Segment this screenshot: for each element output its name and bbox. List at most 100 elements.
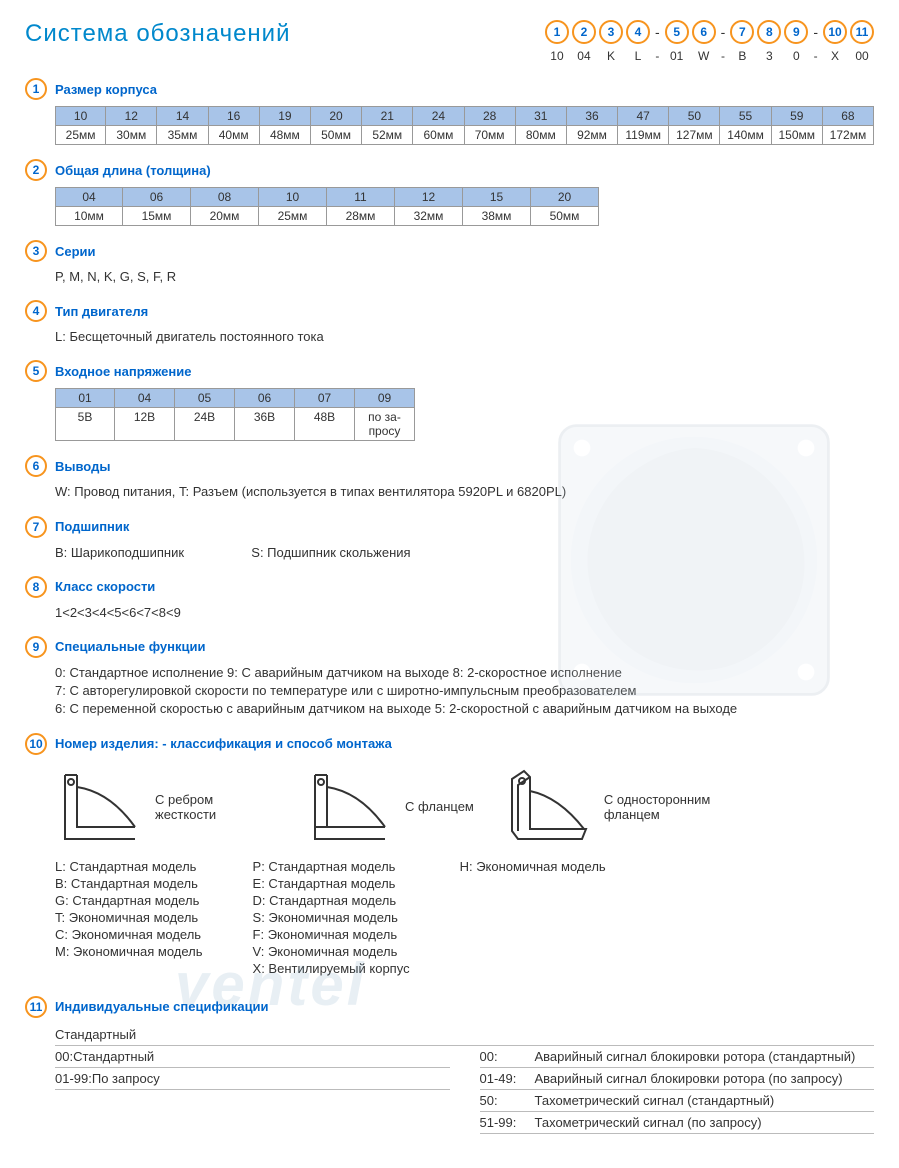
model-col-3: H: Экономичная модель xyxy=(460,859,606,978)
table-header-cell: 68 xyxy=(823,107,873,126)
model-line: X: Вентилируемый корпус xyxy=(253,961,410,976)
model-line: L: Стандартная модель xyxy=(55,859,203,874)
page-title: Система обозначений xyxy=(25,20,545,48)
bearing-text: B: Шарикоподшипник S: Подшипник скольжен… xyxy=(55,544,874,562)
model-line: V: Экономичная модель xyxy=(253,944,410,959)
spec-text: Тахометрический сигнал (по запросу) xyxy=(535,1115,762,1130)
mount-flange-icon xyxy=(305,767,395,847)
table-data-cell: по за- просу xyxy=(355,408,414,440)
code-position-number: 11 xyxy=(850,20,874,44)
code-position-number: 5 xyxy=(665,20,689,44)
table-data-cell: 35мм xyxy=(157,126,207,144)
motor-type-text: L: Бесщеточный двигатель постоянного ток… xyxy=(55,328,874,346)
table-header-cell: 11 xyxy=(327,188,394,207)
table-header-cell: 06 xyxy=(235,389,294,408)
table-data-cell: 15мм xyxy=(123,207,190,225)
mount-label: С односторонним фланцем xyxy=(604,792,724,822)
model-line: H: Экономичная модель xyxy=(460,859,606,874)
table-col: 2050мм xyxy=(311,106,362,145)
table-header-cell: 12 xyxy=(395,188,462,207)
section-title: Специальные функции xyxy=(55,639,206,654)
table-header-cell: 21 xyxy=(362,107,412,126)
code-position-value: 10 xyxy=(550,49,563,63)
code-position: 6W xyxy=(692,20,716,63)
spec-code: 00: xyxy=(480,1049,535,1064)
model-line: P: Стандартная модель xyxy=(253,859,410,874)
table-data-cell: 70мм xyxy=(465,126,515,144)
table-col: 59150мм xyxy=(772,106,823,145)
table-header-cell: 09 xyxy=(355,389,414,408)
table-col: 0820мм xyxy=(191,187,259,226)
mount-single-flange: С односторонним фланцем xyxy=(504,767,724,847)
page: Система обозначений 1102043K4L--5016W--7… xyxy=(25,20,874,1134)
table-data-cell: 40мм xyxy=(209,126,259,144)
series-text: P, M, N, K, G, S, F, R xyxy=(55,268,874,286)
table-data-cell: 48В xyxy=(295,408,354,426)
table-data-cell: 5В xyxy=(56,408,114,426)
spec-text: Аварийный сигнал блокировки ротора (стан… xyxy=(535,1049,856,1064)
section-speed-class: 8 Класс скорости 1<2<3<4<5<6<7<8<9 xyxy=(25,576,874,622)
model-line: D: Стандартная модель xyxy=(253,893,410,908)
table-data-cell: 119мм xyxy=(618,126,668,144)
mount-label: С фланцем xyxy=(405,799,474,814)
table-data-cell: 25мм xyxy=(259,207,326,225)
spec-code: 50: xyxy=(480,1093,535,1108)
table-header-cell: 08 xyxy=(191,188,258,207)
code-position: 110 xyxy=(545,20,569,63)
table-header-cell: 59 xyxy=(772,107,822,126)
table-header-cell: 04 xyxy=(56,188,122,207)
section-number: 5 xyxy=(25,360,47,382)
code-position-number: 1 xyxy=(545,20,569,44)
model-line: T: Экономичная модель xyxy=(55,910,203,925)
code-position-value: X xyxy=(831,49,839,63)
code-position: 83 xyxy=(757,20,781,63)
section-number: 8 xyxy=(25,576,47,598)
spec-row: 01-99:По запросу xyxy=(55,1068,450,1090)
table-col: 09по за- просу xyxy=(355,388,415,441)
spec-text: Аварийный сигнал блокировки ротора (по з… xyxy=(535,1071,843,1086)
table-header-cell: 55 xyxy=(720,107,770,126)
model-line: B: Стандартная модель xyxy=(55,876,203,891)
code-position-value: L xyxy=(635,49,642,63)
code-position: 1100 xyxy=(850,20,874,63)
section-title: Размер корпуса xyxy=(55,82,157,97)
spec-code: 01-49: xyxy=(480,1071,535,1086)
code-position-value: 00 xyxy=(855,49,868,63)
table-header-cell: 16 xyxy=(209,107,259,126)
section-number: 3 xyxy=(25,240,47,262)
table-col: 3180мм xyxy=(516,106,567,145)
section-part-number: 10 Номер изделия: - классификация и спос… xyxy=(25,733,874,978)
table-data-cell: 28мм xyxy=(327,207,394,225)
table-col: 1232мм xyxy=(395,187,463,226)
spec-text: По запросу xyxy=(92,1071,160,1086)
spec-text: Стандартный xyxy=(73,1049,154,1064)
table-col: 1230мм xyxy=(106,106,157,145)
section-title: Подшипник xyxy=(55,519,129,534)
table-col: 2460мм xyxy=(413,106,464,145)
spec-header: Стандартный xyxy=(55,1024,874,1046)
mount-row: С ребром жесткости С фланцем xyxy=(55,767,874,847)
section-bearing: 7 Подшипник B: Шарикоподшипник S: Подшип… xyxy=(25,516,874,562)
table-header-cell: 14 xyxy=(157,107,207,126)
table-data-cell: 10мм xyxy=(56,207,122,225)
table-header-cell: 50 xyxy=(669,107,719,126)
voltage-table: 015В0412В0524В0636В0748В09по за- просу xyxy=(55,388,874,441)
section-leads: 6 Выводы W: Провод питания, T: Разъем (и… xyxy=(25,455,874,501)
spec-row: 50:Тахометрический сигнал (стандартный) xyxy=(480,1090,875,1112)
table-data-cell: 127мм xyxy=(669,126,719,144)
section-length: 2 Общая длина (толщина) 0410мм0615мм0820… xyxy=(25,159,874,226)
table-header-cell: 06 xyxy=(123,188,190,207)
table-header-cell: 36 xyxy=(567,107,617,126)
section-number: 9 xyxy=(25,636,47,658)
table-col: 2050мм xyxy=(531,187,599,226)
section-title: Номер изделия: - классификация и способ … xyxy=(55,736,392,751)
code-position-number: 8 xyxy=(757,20,781,44)
code-position-number: 10 xyxy=(823,20,847,44)
code-position-number: 6 xyxy=(692,20,716,44)
section-number: 2 xyxy=(25,159,47,181)
table-col: 0636В xyxy=(235,388,295,441)
model-columns: L: Стандартная модель B: Стандартная моде… xyxy=(55,859,874,978)
table-data-cell: 38мм xyxy=(463,207,530,225)
table-col: 47119мм xyxy=(618,106,669,145)
model-line: C: Экономичная модель xyxy=(55,927,203,942)
